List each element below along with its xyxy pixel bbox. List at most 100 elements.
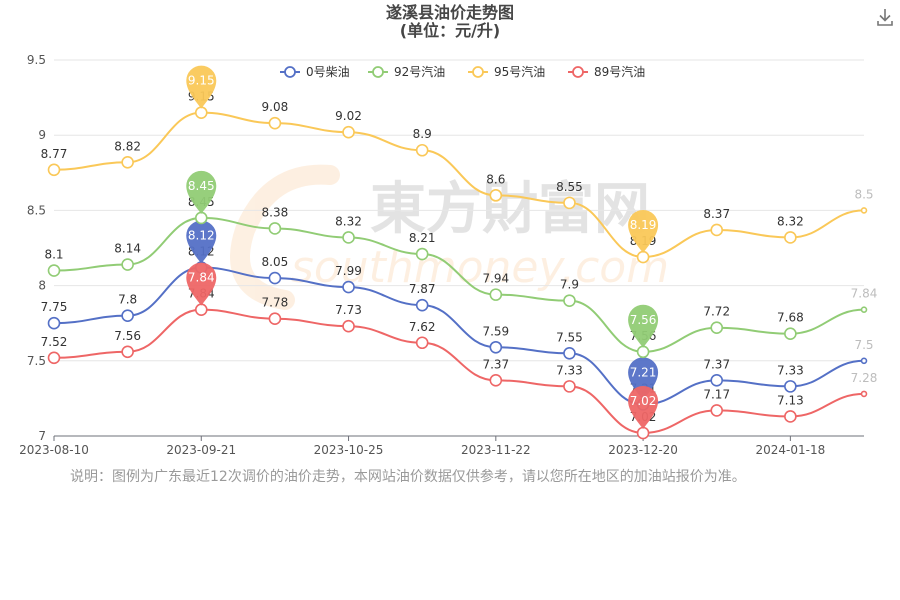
data-point bbox=[860, 207, 868, 214]
data-point bbox=[47, 264, 61, 277]
data-point bbox=[268, 271, 282, 285]
max-pin bbox=[186, 65, 217, 109]
data-label: 7.55 bbox=[556, 330, 583, 344]
max-pin bbox=[186, 262, 217, 306]
y-tick-label: 9.5 bbox=[27, 53, 46, 67]
min-pin-label: 7.56 bbox=[630, 313, 657, 327]
legend-item[interactable]: 89号汽油 bbox=[568, 64, 645, 79]
data-point bbox=[194, 106, 208, 119]
data-point bbox=[121, 345, 134, 359]
data-label: 8.21 bbox=[409, 231, 436, 245]
data-point bbox=[860, 306, 868, 313]
legend-item[interactable]: 0号柴油 bbox=[280, 65, 350, 79]
data-point bbox=[563, 380, 576, 393]
data-point bbox=[121, 258, 134, 271]
data-point bbox=[47, 351, 61, 365]
axes: 7 7.5 8 8.5 9 9.5 2023-08-10 2023-09-21 2023-10-… bbox=[19, 53, 864, 457]
max-pin-label: 7.84 bbox=[188, 271, 215, 285]
data-label: 7.62 bbox=[409, 320, 436, 334]
data-label: 7.17 bbox=[703, 387, 730, 401]
data-label: 7.28 bbox=[851, 371, 878, 385]
data-point bbox=[268, 312, 282, 325]
min-pin bbox=[628, 304, 659, 348]
data-label: 7.73 bbox=[335, 303, 362, 317]
data-point bbox=[47, 163, 61, 177]
chart-title-block: 遂溪县油价走势图 (单位：元/升) bbox=[0, 4, 900, 40]
legend: 0号柴油 92号汽油 95号汽油 89号汽油 bbox=[280, 64, 645, 79]
x-tick-label: 2023-08-10 bbox=[19, 443, 89, 457]
data-label: 7.75 bbox=[41, 300, 68, 314]
data-point bbox=[563, 346, 576, 360]
data-point bbox=[415, 247, 429, 261]
x-tick-label: 2023-12-20 bbox=[608, 443, 678, 457]
legend-label: 95号汽油 bbox=[494, 64, 545, 79]
data-point bbox=[860, 357, 868, 365]
data-label: 7.72 bbox=[703, 305, 730, 319]
data-label: 7.68 bbox=[777, 311, 804, 325]
data-label: 7.8 bbox=[118, 293, 137, 307]
series-2: 8.778.829.159.089.028.98.68.558.198.378.… bbox=[41, 65, 874, 264]
y-tick-label: 9 bbox=[38, 128, 46, 142]
legend-label: 89号汽油 bbox=[594, 64, 645, 79]
data-point bbox=[860, 390, 868, 398]
data-point bbox=[342, 280, 355, 294]
data-point bbox=[342, 125, 355, 139]
data-point bbox=[636, 345, 650, 359]
data-label: 7.37 bbox=[703, 357, 730, 371]
data-label: 8.37 bbox=[703, 207, 730, 221]
data-label: 8.77 bbox=[41, 147, 68, 161]
data-point bbox=[784, 380, 797, 393]
min-pin bbox=[628, 210, 659, 254]
legend-item[interactable]: 92号汽油 bbox=[368, 64, 445, 79]
data-point bbox=[489, 288, 503, 301]
data-label: 7.94 bbox=[482, 272, 509, 286]
x-tick-label: 2023-11-22 bbox=[461, 443, 531, 457]
data-point bbox=[268, 116, 282, 130]
data-point bbox=[194, 211, 208, 225]
min-pin-label: 8.19 bbox=[630, 218, 657, 232]
data-point bbox=[268, 222, 282, 235]
x-tick-label: 2024-01-18 bbox=[755, 443, 825, 457]
chart-title: 遂溪县油价走势图 bbox=[385, 3, 514, 22]
data-label: 7.13 bbox=[777, 393, 804, 407]
data-point bbox=[489, 189, 503, 202]
data-label: 7.52 bbox=[41, 335, 68, 349]
watermark-cn: 東方財富网 bbox=[370, 177, 650, 242]
series-layer: 7.757.88.128.057.997.877.597.557.217.377… bbox=[41, 65, 878, 440]
data-point bbox=[415, 143, 429, 157]
data-label: 7.9 bbox=[560, 278, 579, 292]
data-point bbox=[121, 309, 134, 322]
data-point bbox=[784, 327, 797, 341]
data-point bbox=[784, 410, 797, 423]
legend-label: 0号柴油 bbox=[306, 65, 350, 79]
data-label: 7.59 bbox=[482, 324, 509, 338]
x-tick-label: 2023-09-21 bbox=[166, 443, 236, 457]
max-pin bbox=[186, 220, 217, 264]
data-label: 9.08 bbox=[262, 100, 289, 114]
legend-item[interactable]: 95号汽油 bbox=[468, 64, 545, 79]
data-label: 8.82 bbox=[114, 139, 141, 153]
data-point bbox=[563, 294, 576, 307]
data-label: 7.37 bbox=[482, 357, 509, 371]
data-label: 7.99 bbox=[335, 264, 362, 278]
y-tick-label: 8 bbox=[38, 279, 46, 293]
data-point bbox=[489, 374, 503, 387]
legend-swatch-marker bbox=[572, 66, 584, 78]
legend-swatch-marker bbox=[472, 66, 484, 78]
data-point bbox=[710, 404, 724, 417]
data-point bbox=[415, 336, 429, 350]
data-label: 7.56 bbox=[114, 329, 141, 343]
data-label: 8.32 bbox=[335, 214, 362, 228]
data-label: 7.84 bbox=[851, 287, 878, 301]
data-label: 7.78 bbox=[262, 296, 289, 310]
data-label: 8.38 bbox=[262, 205, 289, 219]
data-label: 8.55 bbox=[556, 180, 583, 194]
max-pin bbox=[186, 170, 217, 214]
data-label: 7.87 bbox=[409, 282, 436, 296]
chart-subtitle: (单位：元/升) bbox=[399, 21, 501, 40]
data-label: 7.33 bbox=[556, 363, 583, 377]
download-icon[interactable] bbox=[874, 6, 896, 28]
y-tick-label: 8.5 bbox=[27, 203, 46, 217]
y-tick-label: 7 bbox=[38, 429, 46, 443]
data-label: 8.05 bbox=[262, 255, 289, 269]
